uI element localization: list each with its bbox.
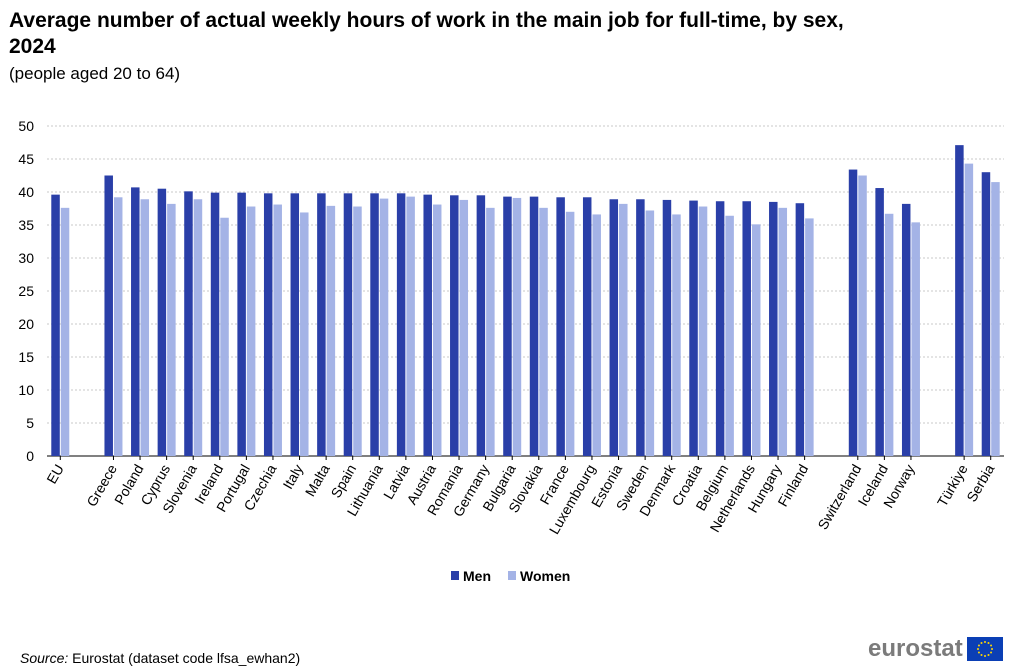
- y-tick-label: 5: [26, 415, 34, 431]
- y-tick-label: 40: [18, 184, 34, 200]
- x-tick-label: EU: [43, 462, 67, 487]
- bar-women-lithuania: [379, 198, 389, 456]
- bar-women-greece: [113, 197, 123, 456]
- bar-women-slovenia: [193, 199, 203, 456]
- bar-men-sweden: [636, 199, 645, 456]
- x-tick-label: Türkiye: [934, 461, 971, 509]
- legend-swatch-men: [451, 571, 459, 580]
- bar-men-germany: [476, 195, 486, 457]
- bar-women-sweden: [645, 210, 655, 456]
- y-tick-label: 50: [18, 118, 34, 134]
- source-text: Eurostat (dataset code lfsa_ewhan2): [72, 650, 301, 666]
- bar-women-austria: [432, 204, 442, 456]
- bar-women-spain: [353, 206, 362, 456]
- bar-men-hungary: [769, 201, 778, 456]
- bar-women-switzerland: [858, 175, 867, 456]
- bar-women-serbia: [991, 182, 1000, 456]
- legend-label-men: Men: [463, 568, 491, 584]
- bar-women-portugal: [246, 206, 256, 456]
- bar-women-poland: [140, 199, 150, 456]
- bar-men-slovakia: [529, 196, 539, 456]
- bar-women-croatia: [698, 206, 708, 456]
- bar-men-denmark: [662, 199, 672, 457]
- bar-men-luxembourg: [582, 197, 592, 456]
- bar-women-luxembourg: [592, 214, 601, 456]
- bar-men-cyprus: [157, 188, 167, 456]
- chart-subtitle: (people aged 20 to 64): [9, 64, 181, 83]
- bar-men-norway: [901, 203, 911, 456]
- bar-men-finland: [795, 203, 805, 456]
- chart-title: Average number of actual weekly hours of…: [9, 9, 844, 58]
- y-tick-label: 35: [18, 217, 34, 233]
- bar-women-bulgaria: [512, 197, 522, 456]
- y-tick-label: 25: [18, 283, 34, 299]
- y-tick-label: 10: [18, 382, 34, 398]
- bar-men-france: [556, 197, 565, 456]
- logo-text: eurostat: [868, 635, 963, 662]
- bar-women-ireland: [220, 217, 229, 456]
- bar-women-belgium: [725, 215, 734, 456]
- bar-women-germany: [486, 207, 495, 456]
- bar-women-denmark: [672, 214, 681, 456]
- bar-men-malta: [317, 193, 326, 456]
- bar-men-greece: [104, 175, 113, 456]
- bar-women-slovakia: [539, 207, 548, 456]
- bar-women-t-rkiye: [964, 163, 974, 456]
- bar-men-croatia: [689, 200, 698, 456]
- bar-women-malta: [326, 205, 336, 456]
- bar-men-romania: [450, 195, 459, 457]
- bar-men-ireland: [210, 192, 220, 456]
- legend-swatch-women: [508, 571, 516, 580]
- bar-women-eu: [60, 207, 70, 456]
- bar-men-lithuania: [370, 193, 379, 456]
- y-tick-label: 15: [18, 349, 34, 365]
- bar-women-finland: [805, 218, 814, 456]
- bar-men-czechia: [263, 193, 273, 456]
- bar-women-norway: [911, 222, 920, 456]
- legend-label-women: Women: [520, 568, 570, 584]
- bar-women-netherlands: [751, 224, 761, 456]
- bar-men-portugal: [237, 192, 246, 456]
- bar-women-cyprus: [167, 203, 176, 456]
- y-tick-label: 20: [18, 316, 34, 332]
- bar-women-france: [565, 211, 575, 456]
- bar-women-estonia: [619, 203, 628, 456]
- x-tick-label: Serbia: [963, 461, 997, 504]
- bar-women-latvia: [406, 196, 415, 456]
- bar-men-serbia: [981, 172, 991, 456]
- bar-men-austria: [423, 194, 432, 456]
- bar-women-hungary: [778, 207, 788, 456]
- bar-men-iceland: [875, 188, 884, 457]
- bar-men-slovenia: [184, 191, 193, 456]
- y-tick-label: 30: [18, 250, 34, 266]
- bar-men-latvia: [396, 193, 406, 456]
- eu-flag-icon: [966, 637, 1003, 661]
- bar-men-italy: [290, 193, 300, 456]
- bar-men-netherlands: [742, 201, 751, 456]
- bar-men-estonia: [609, 199, 619, 456]
- bar-men-t-rkiye: [955, 145, 964, 456]
- bar-men-switzerland: [848, 169, 858, 456]
- bar-women-iceland: [884, 213, 894, 456]
- y-tick-label: 0: [26, 448, 34, 464]
- source-label: Source:: [20, 650, 69, 666]
- bar-men-poland: [131, 187, 140, 456]
- source-note: Source: Eurostat (dataset code lfsa_ewha…: [20, 650, 300, 666]
- x-tick-label: Italy: [279, 462, 306, 492]
- eurostat-logo: eurostat: [868, 634, 1003, 664]
- bar-men-bulgaria: [503, 196, 512, 456]
- y-tick-label: 45: [18, 151, 34, 167]
- bar-women-czechia: [273, 204, 282, 456]
- bar-men-eu: [51, 194, 60, 456]
- bar-men-spain: [343, 193, 353, 456]
- bar-men-belgium: [715, 201, 725, 456]
- bar-women-romania: [459, 199, 469, 457]
- bar-women-italy: [300, 212, 309, 456]
